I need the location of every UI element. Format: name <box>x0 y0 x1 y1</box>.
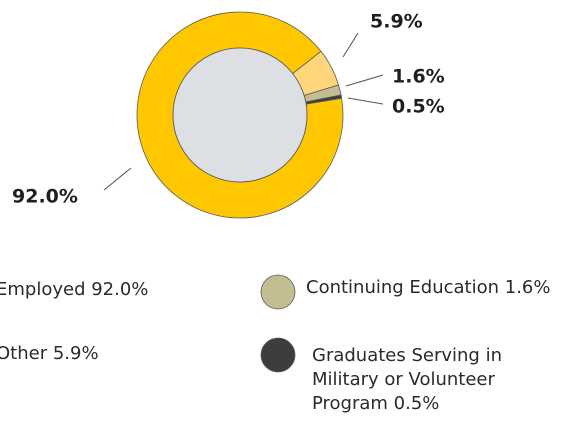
legend-label: Continuing Education 1.6% <box>306 277 551 298</box>
leader-line <box>347 97 384 105</box>
legend-swatch <box>260 274 296 310</box>
legend-label: Graduates Serving in Military or Volunte… <box>312 345 502 414</box>
leader-line <box>345 74 384 87</box>
leader-line <box>342 32 359 58</box>
data-label: 92.0% <box>12 186 78 208</box>
legend-swatch <box>260 337 296 373</box>
leader-line <box>103 167 132 191</box>
data-label: 0.5% <box>392 96 445 118</box>
legend-label: Other 5.9% <box>0 343 99 364</box>
legend-label: Employed 92.0% <box>0 279 149 300</box>
donut-hole <box>172 47 308 183</box>
data-label: 5.9% <box>370 11 423 33</box>
data-label: 1.6% <box>392 66 445 88</box>
